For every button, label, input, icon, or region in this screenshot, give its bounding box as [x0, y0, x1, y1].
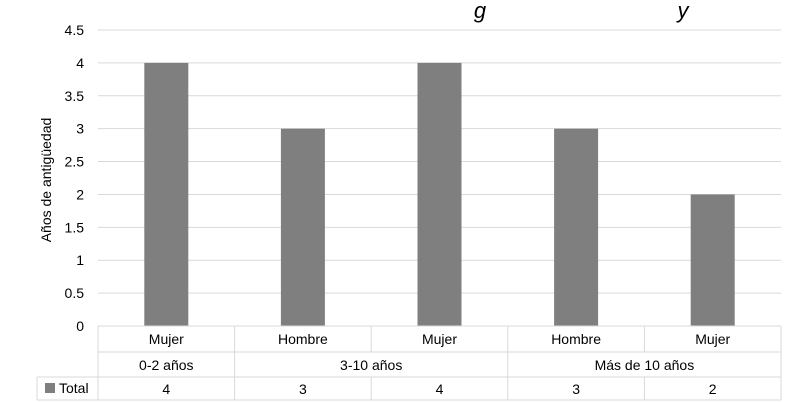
y-axis-ticks: 0 0.5 1 1.5 2 2.5 3 3.5 4 4.5	[65, 22, 85, 334]
bar	[554, 128, 599, 326]
y-axis-title: Años de antigüedad	[38, 118, 54, 243]
y-tick-label: 1	[76, 252, 84, 268]
y-tick-label: 1.5	[65, 219, 85, 235]
y-tick-label: 0	[76, 318, 84, 334]
bar	[280, 128, 325, 326]
table-value: 2	[709, 381, 717, 397]
y-tick-label: 2.5	[65, 154, 85, 170]
y-tick-label: 3	[76, 121, 84, 137]
chart-title-fragment-right: y	[676, 0, 691, 23]
y-tick-label: 4	[76, 55, 84, 71]
group-label: 0-2 años	[139, 357, 193, 373]
table-value: 3	[572, 381, 580, 397]
chart-title-fragment: g	[474, 0, 487, 23]
y-tick-label: 3.5	[65, 88, 85, 104]
bars	[144, 62, 735, 327]
bar	[417, 62, 462, 327]
legend-series-name: Total	[59, 380, 89, 396]
category-label: Mujer	[149, 331, 184, 347]
category-label: Hombre	[551, 331, 601, 347]
table-value: 3	[299, 381, 307, 397]
bar	[690, 194, 735, 326]
table-value: 4	[436, 381, 444, 397]
legend-swatch	[45, 383, 55, 393]
category-label: Mujer	[695, 331, 730, 347]
group-label: 3-10 años	[340, 357, 402, 373]
category-label: Mujer	[422, 331, 457, 347]
group-label: Más de 10 años	[595, 357, 695, 373]
data-table: Mujer Hombre Mujer Hombre Mujer 0-2 años 3-10 …	[36, 325, 782, 401]
y-tick-label: 0.5	[65, 285, 85, 301]
y-tick-label: 4.5	[65, 22, 85, 38]
y-tick-label: 2	[76, 186, 84, 202]
bar	[144, 62, 189, 327]
table-value: 4	[162, 381, 170, 397]
category-label: Hombre	[278, 331, 328, 347]
